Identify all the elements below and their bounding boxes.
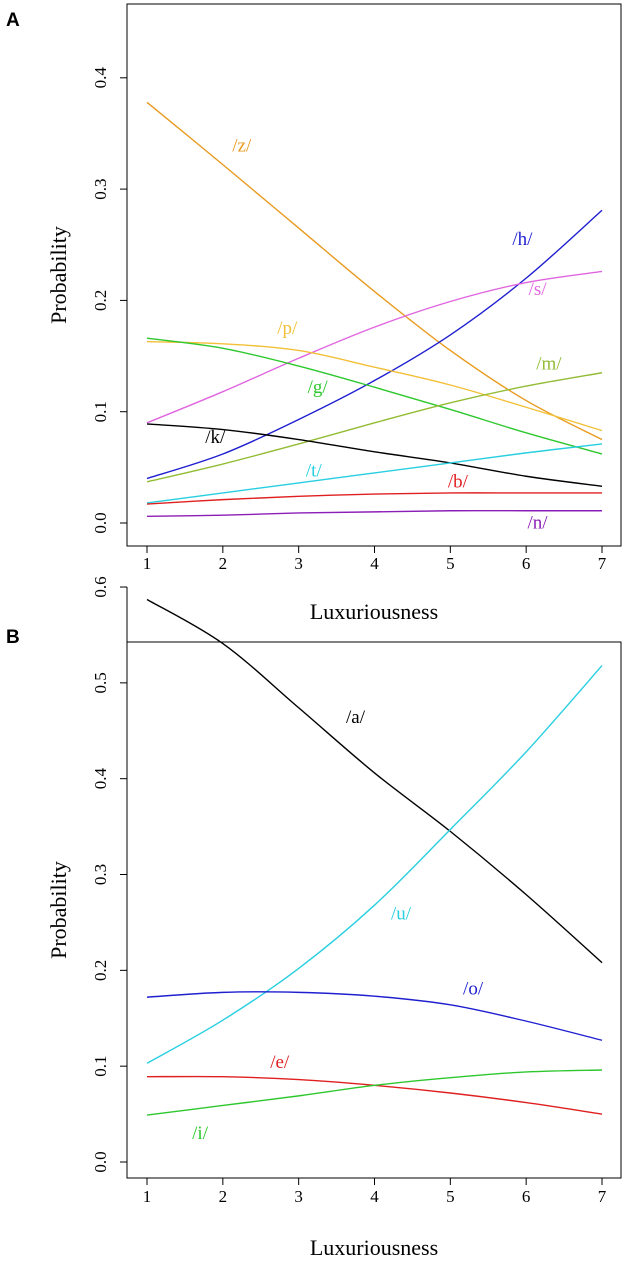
series-line-a-b xyxy=(146,492,602,505)
y-tick-label-b-0: 0.0 xyxy=(91,1151,110,1172)
y-axis-title-b: Probability xyxy=(46,861,71,959)
series-line-a-m xyxy=(146,372,603,483)
series-line-a-s xyxy=(146,270,603,424)
panel-b: B 1 2 3 4 5 6 7 0.0 0.1 0.2 0.3 0.4 0.5 0.6 /a/ /u/ /o… xyxy=(6,576,622,1260)
x-tick-label-a-1: 1 xyxy=(143,554,152,573)
x-axis-title-b: Luxuriousness xyxy=(310,1235,438,1260)
y-axis-b: 0.0 0.1 0.2 0.3 0.4 0.5 0.6 xyxy=(91,576,128,1173)
series-label-a-g: /g/ xyxy=(308,377,329,398)
series-group-b: /a/ /u/ /o/ /e/ /i/ xyxy=(146,598,603,1144)
y-axis-a: 0.0 0.1 0.2 0.3 0.4 xyxy=(91,67,128,534)
y-tick-label-a-0: 0.0 xyxy=(91,512,110,533)
series-label-b-o: /o/ xyxy=(463,978,484,999)
series-label-a-n: /n/ xyxy=(528,513,549,534)
y-axis-title-a: Probability xyxy=(46,226,71,324)
series-line-a-h xyxy=(146,209,603,480)
x-tick-label-a-3: 3 xyxy=(294,554,303,573)
x-tick-label-b-4: 4 xyxy=(370,1187,379,1206)
series-label-a-h: /h/ xyxy=(512,229,533,250)
x-tick-label-a-4: 4 xyxy=(370,554,379,573)
series-group-a: /z/ /h/ /s/ /p/ /g/ /m/ /k/ /t/ /b/ /n/ xyxy=(146,101,603,534)
panel-letter-b: B xyxy=(6,627,20,648)
x-tick-label-b-7: 7 xyxy=(598,1187,607,1206)
y-tick-label-a-1: 0.1 xyxy=(91,401,110,422)
y-tick-label-b-1: 0.1 xyxy=(91,1056,110,1077)
y-tick-label-b-5: 0.5 xyxy=(91,672,110,693)
x-tick-label-a-7: 7 xyxy=(598,554,607,573)
y-tick-label-a-4: 0.4 xyxy=(91,67,110,89)
y-tick-label-a-3: 0.3 xyxy=(91,178,110,199)
series-label-b-a: /a/ xyxy=(346,707,366,728)
x-tick-label-b-3: 3 xyxy=(294,1187,303,1206)
y-tick-label-b-6: 0.6 xyxy=(91,576,110,597)
series-label-b-u: /u/ xyxy=(391,904,412,925)
panel-a: A 1 2 3 4 5 6 7 0.0 0.1 0.2 0.3 0.4 /z/ /h/ /s/ /p/ /g… xyxy=(6,3,622,624)
series-label-a-b: /b/ xyxy=(448,471,469,492)
series-line-b-i xyxy=(146,1069,603,1116)
x-tick-label-b-2: 2 xyxy=(219,1187,228,1206)
y-tick-label-b-4: 0.4 xyxy=(91,768,110,790)
series-label-a-p: /p/ xyxy=(277,318,298,339)
x-axis-b: 1 2 3 4 5 6 7 xyxy=(143,1177,607,1206)
series-label-a-k: /k/ xyxy=(205,427,226,448)
series-line-a-g xyxy=(146,337,603,455)
x-tick-label-b-6: 6 xyxy=(522,1187,531,1206)
series-label-a-s: /s/ xyxy=(529,279,548,300)
series-line-a-n xyxy=(146,509,602,518)
y-tick-label-b-2: 0.2 xyxy=(91,960,110,981)
series-line-b-e xyxy=(146,1075,603,1115)
y-tick-label-b-3: 0.3 xyxy=(91,864,110,885)
x-tick-label-a-5: 5 xyxy=(446,554,455,573)
x-tick-label-a-2: 2 xyxy=(219,554,228,573)
series-line-a-p xyxy=(146,340,603,432)
series-label-b-e: /e/ xyxy=(270,1052,290,1073)
x-tick-label-b-5: 5 xyxy=(446,1187,455,1206)
series-line-a-k xyxy=(146,423,603,487)
series-label-a-m: /m/ xyxy=(536,353,562,374)
plot-frame-b xyxy=(126,641,622,1179)
series-line-b-a xyxy=(146,598,603,964)
x-tick-label-b-1: 1 xyxy=(143,1187,152,1206)
x-axis-a: 1 2 3 4 5 6 7 xyxy=(143,545,607,573)
series-line-b-u xyxy=(146,665,603,1064)
x-axis-title-a: Luxuriousness xyxy=(310,599,438,624)
series-line-a-z xyxy=(146,101,603,441)
x-tick-label-a-6: 6 xyxy=(522,554,531,573)
series-label-a-z: /z/ xyxy=(232,135,252,156)
panel-letter-a: A xyxy=(6,10,20,31)
series-label-a-t: /t/ xyxy=(306,460,323,481)
series-label-b-i: /i/ xyxy=(192,1123,209,1144)
series-line-b-o xyxy=(146,991,603,1041)
y-tick-label-a-2: 0.2 xyxy=(91,290,110,311)
plot-frame-a xyxy=(126,3,622,547)
series-line-a-t xyxy=(146,443,603,504)
